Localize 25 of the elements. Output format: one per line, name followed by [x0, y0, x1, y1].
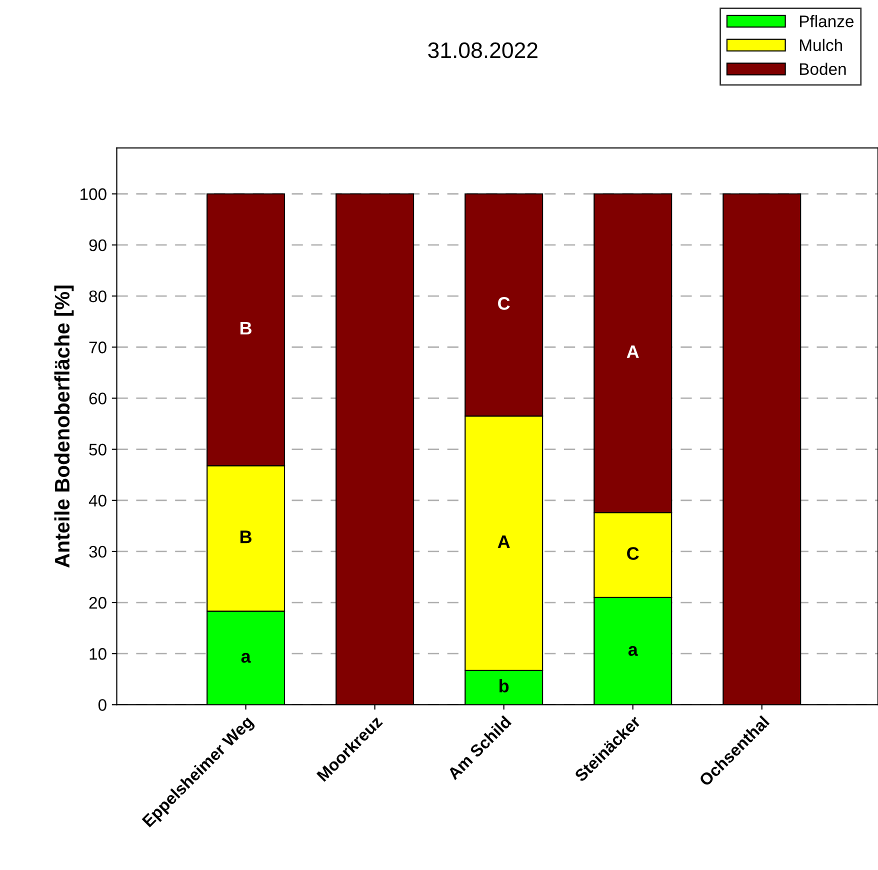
data-label: A: [626, 346, 639, 358]
legend-label: Pflanze: [800, 15, 854, 28]
data-label: B: [240, 322, 252, 334]
y-tick-label: 10: [90, 648, 106, 660]
y-tick-label: 60: [89, 392, 106, 404]
y-tick-label: 100: [80, 188, 106, 200]
y-tick-label: 20: [89, 596, 106, 609]
data-label: B: [240, 530, 252, 544]
legend-label: Mulch: [800, 38, 842, 52]
data-label: A: [498, 536, 510, 548]
y-tick-label: 70: [89, 342, 106, 354]
y-tick-label: 80: [89, 290, 106, 302]
legend-label: Boden: [800, 62, 846, 75]
data-label: C: [498, 297, 510, 310]
data-label: a: [628, 646, 638, 656]
y-tick-label: 0: [98, 699, 106, 711]
data-label: b: [500, 679, 509, 692]
y-tick-label: 50: [89, 444, 106, 456]
y-tick-label: 90: [89, 239, 106, 252]
y-axis-title: Anteile Bodenoberfläche [%]: [54, 286, 74, 568]
chart-title: 31.08.2022: [428, 42, 538, 58]
y-tick-label: 40: [88, 494, 106, 507]
data-label: a: [241, 652, 251, 663]
data-label: C: [627, 547, 639, 560]
y-tick-label: 30: [89, 546, 106, 558]
